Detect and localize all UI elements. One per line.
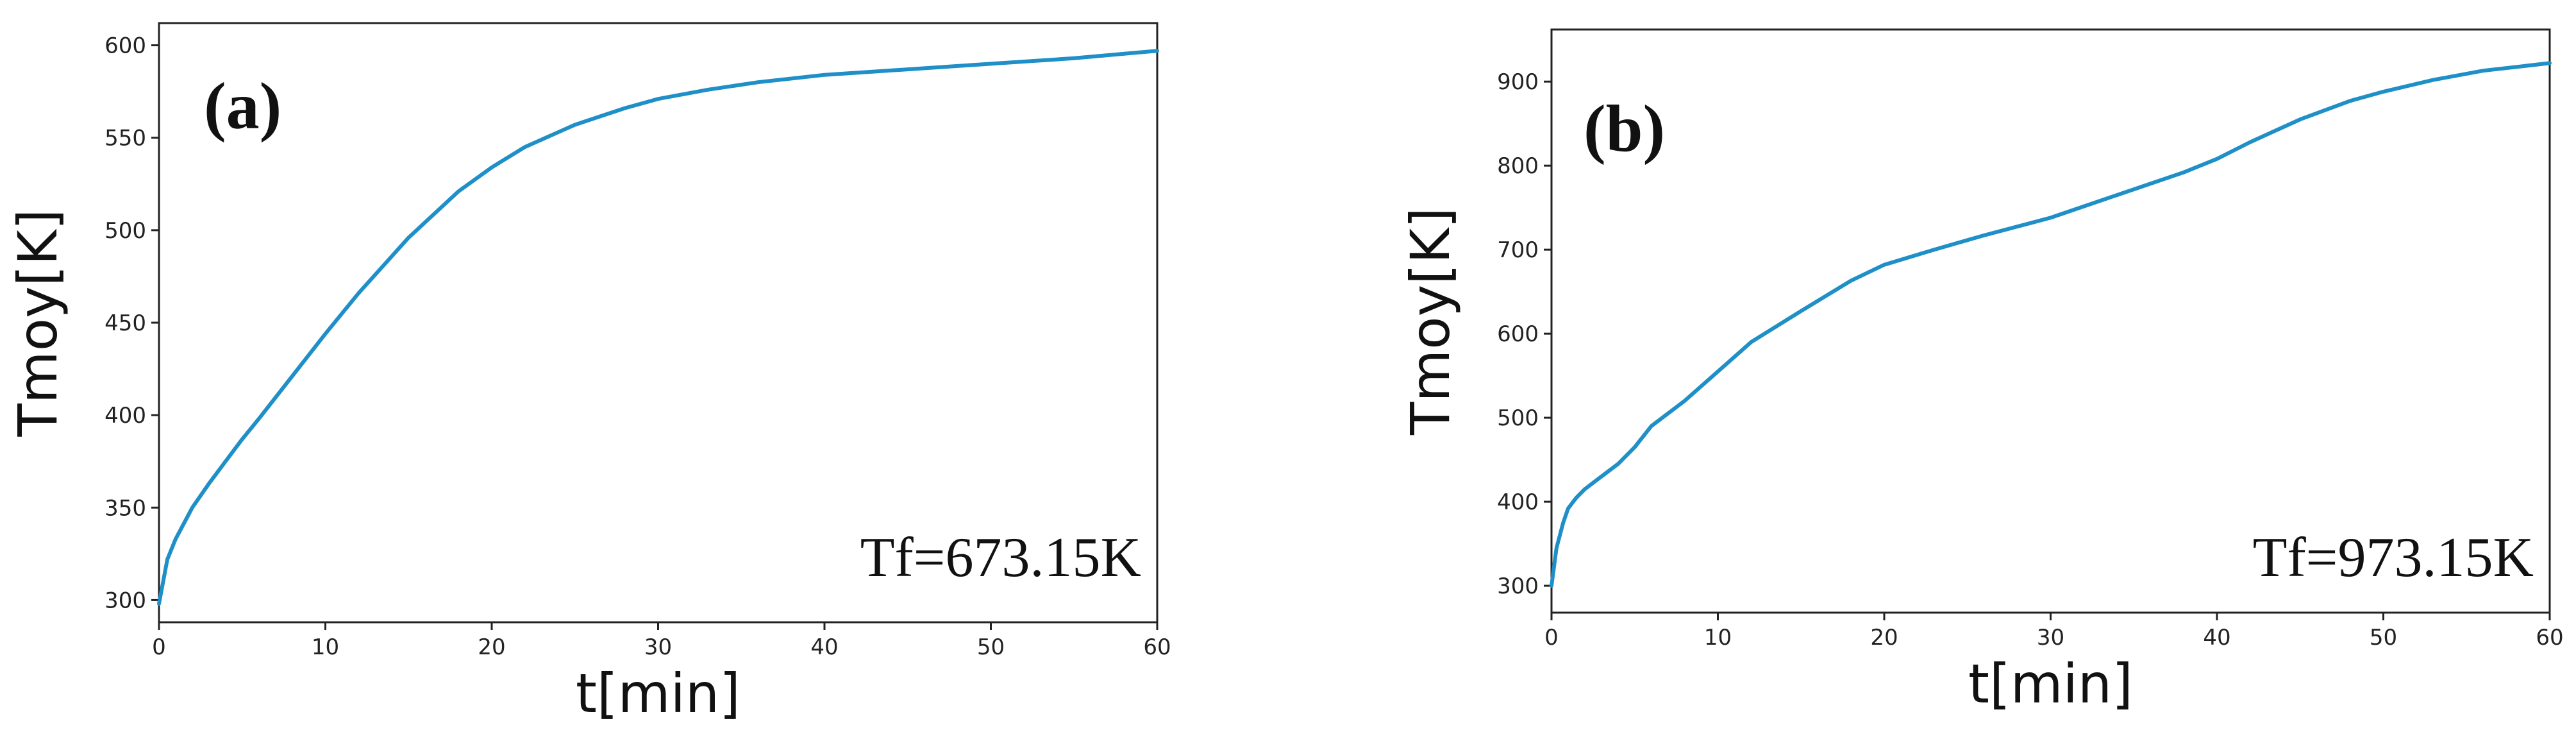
- y-tick-label: 450: [105, 310, 146, 336]
- y-tick-label: 600: [105, 33, 146, 59]
- y-tick-label: 600: [1497, 321, 1539, 347]
- y-tick-label: 300: [1497, 574, 1539, 599]
- series-line-b: [1550, 61, 2552, 588]
- x-tick-label: 10: [1704, 625, 1732, 650]
- x-tick-label: 30: [2037, 625, 2064, 650]
- y-tick-label: 400: [105, 403, 146, 429]
- chart-panel-a: 0 10 20 30 40 50 60 300 350 400 450 500 550 600 t[min]…: [6, 22, 1171, 725]
- chart-panel-b: 0 10 20 30 40 50 60 300 400 500 600 700 800 900 t[min]…: [1399, 28, 2564, 715]
- x-tick-label: 0: [1544, 625, 1559, 650]
- x-tick-label: 50: [2370, 625, 2397, 650]
- y-tick-label: 500: [105, 218, 146, 244]
- y-tick-label: 800: [1497, 153, 1539, 179]
- y-tick-label: 400: [1497, 489, 1539, 515]
- series-line-a: [157, 49, 1159, 606]
- temperature-annotation: Tf=973.15K: [2253, 527, 2534, 589]
- panel-label: (a): [204, 69, 281, 143]
- x-tick-label: 0: [152, 634, 166, 660]
- x-axis-label: t[min]: [576, 662, 740, 725]
- x-tick-label: 60: [1143, 634, 1171, 660]
- x-axis-label: t[min]: [1968, 652, 2133, 715]
- y-axis-label: Tmoy[K]: [1399, 207, 1462, 436]
- x-tick-label: 30: [644, 634, 672, 660]
- y-tick-label: 900: [1497, 69, 1539, 95]
- x-tick-label: 40: [2203, 625, 2230, 650]
- y-tick-label: 550: [105, 126, 146, 151]
- plot-area-b: [1550, 28, 2551, 614]
- x-tick-label: 60: [2536, 625, 2563, 650]
- panel-label: (b): [1584, 92, 1665, 166]
- x-tick-label: 50: [977, 634, 1005, 660]
- y-tick-label: 350: [105, 495, 146, 521]
- y-tick-label: 500: [1497, 405, 1539, 431]
- y-axis-label: Tmoy[K]: [6, 209, 69, 438]
- x-tick-label: 40: [810, 634, 838, 660]
- y-tick-label: 700: [1497, 237, 1539, 263]
- x-tick-label: 20: [1870, 625, 1898, 650]
- x-tick-label: 20: [478, 634, 505, 660]
- x-tick-label: 10: [312, 634, 339, 660]
- temperature-annotation: Tf=673.15K: [860, 527, 1141, 589]
- y-tick-label: 300: [105, 588, 146, 613]
